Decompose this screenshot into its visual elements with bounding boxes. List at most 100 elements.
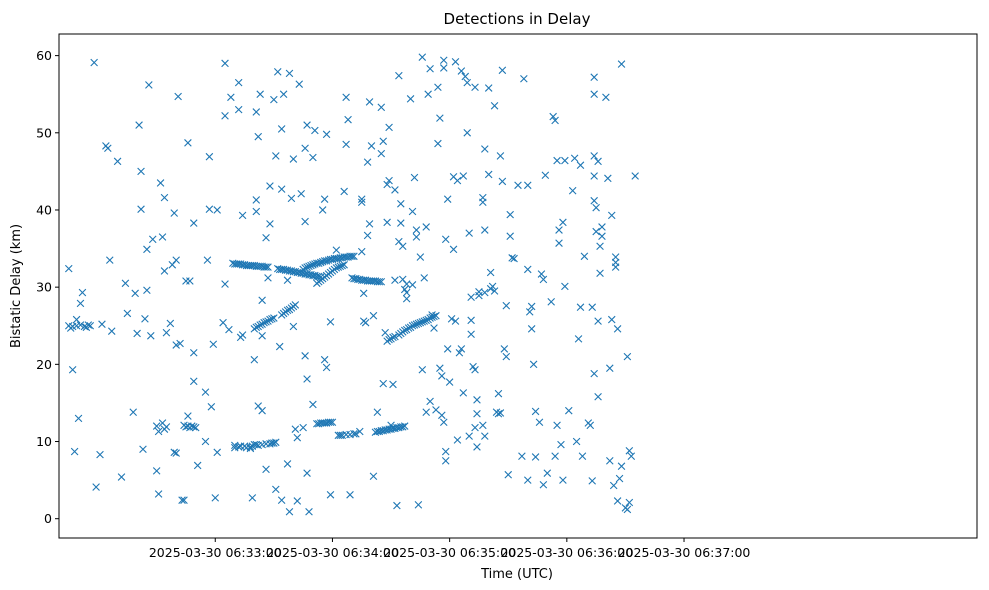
detection-point (529, 360, 538, 369)
detection-point (498, 66, 507, 75)
detection-point (557, 440, 565, 449)
detection-point (385, 176, 393, 185)
detection-point (309, 153, 317, 162)
detection-point (424, 90, 432, 98)
detection-point (438, 372, 446, 380)
detection-point (551, 116, 559, 125)
detection-point (258, 406, 266, 415)
detection-point (451, 317, 460, 325)
detection-point (332, 264, 341, 272)
detection-point (404, 324, 413, 332)
detection-point (340, 260, 348, 269)
detection-point (357, 198, 366, 207)
detection-point (465, 432, 473, 440)
detection-point (391, 186, 399, 194)
detection-point (147, 331, 155, 340)
detection-point (252, 207, 261, 216)
detection-point (559, 218, 567, 227)
detection-point (426, 397, 434, 406)
detection-point (465, 229, 473, 237)
detection-point (68, 365, 77, 374)
detection-point (277, 496, 286, 504)
detection-point (430, 324, 438, 332)
detection-point (617, 462, 626, 471)
detection-point (461, 72, 470, 81)
detection-point (561, 282, 569, 291)
detection-point (375, 277, 384, 286)
detection-point (172, 449, 180, 457)
detection-point (207, 403, 216, 411)
detection-point (510, 254, 518, 263)
detection-point (90, 58, 98, 67)
detection-point (631, 172, 639, 180)
detection-point (234, 105, 243, 114)
detection-point (525, 308, 534, 316)
detection-point (287, 194, 296, 203)
detection-point (430, 312, 438, 321)
detection-point (416, 253, 425, 261)
detection-point (293, 433, 302, 442)
detection-point (463, 129, 472, 137)
detection-point (502, 352, 511, 361)
detection-point (502, 301, 511, 310)
detection-point (459, 389, 468, 397)
detection-point (391, 276, 399, 284)
detection-point (561, 156, 569, 165)
detection-point (549, 112, 557, 121)
detection-point (209, 340, 218, 349)
detection-point (479, 421, 487, 430)
detection-point (221, 280, 229, 288)
detection-point (432, 311, 440, 320)
detection-point (256, 321, 264, 329)
detection-point (395, 71, 403, 80)
detection-point (422, 223, 430, 231)
detection-point (74, 414, 83, 423)
detection-point (420, 274, 429, 282)
detection-point (252, 440, 261, 449)
detection-point (596, 242, 604, 251)
detection-point (131, 289, 139, 298)
detection-point (189, 423, 198, 431)
detection-point (78, 288, 87, 297)
detection-point (625, 498, 634, 507)
detection-point (160, 267, 169, 275)
detection-point (258, 331, 266, 340)
detection-point (592, 227, 600, 236)
detection-point (422, 316, 430, 325)
detection-point (225, 325, 233, 334)
detection-point (397, 219, 405, 227)
detection-point (273, 68, 282, 76)
detection-point (496, 152, 505, 160)
y-tick-label: 40 (36, 202, 52, 217)
detection-point (76, 299, 85, 308)
detection-point (303, 375, 311, 383)
detection-point (412, 320, 421, 328)
detection-point (84, 321, 93, 329)
detection-point (531, 407, 540, 416)
detection-point (350, 252, 358, 261)
detection-point (277, 185, 286, 193)
detection-point (301, 217, 309, 226)
detection-point (473, 443, 481, 451)
detection-point (270, 439, 278, 447)
detection-point (342, 93, 350, 102)
detection-point (473, 396, 481, 404)
detection-point (279, 90, 288, 98)
detection-point (481, 288, 489, 297)
detection-point (117, 473, 126, 481)
detection-point (418, 53, 427, 61)
detection-point (623, 505, 632, 514)
detection-point (309, 400, 317, 409)
detection-point (398, 242, 407, 251)
detection-point (283, 460, 292, 468)
detection-point (314, 259, 323, 268)
detection-point (277, 125, 286, 133)
detection-point (172, 256, 180, 264)
detection-point (266, 315, 274, 324)
detection-point (152, 467, 161, 475)
detection-point (588, 477, 597, 485)
detection-point (105, 256, 114, 264)
detection-point (426, 314, 434, 322)
